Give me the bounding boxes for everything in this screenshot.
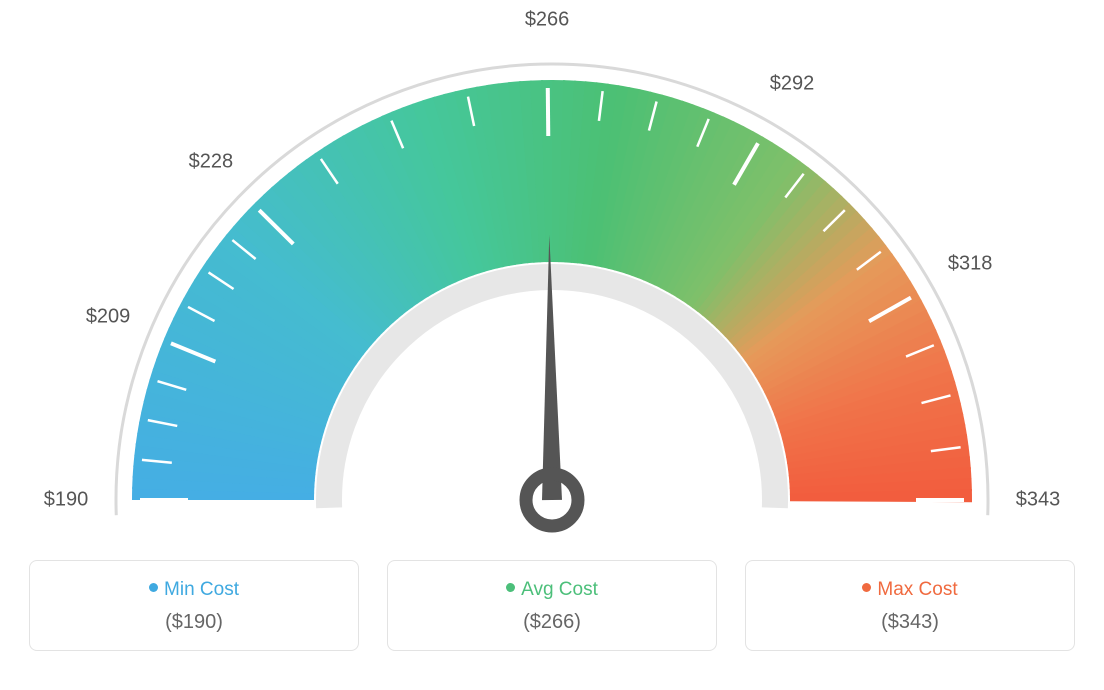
legend-label-max: Max Cost (877, 579, 957, 600)
legend-card-max: Max Cost ($343) (745, 560, 1075, 651)
legend-title-avg: Avg Cost (398, 579, 706, 601)
gauge-tick-label: $190 (44, 489, 89, 512)
legend-label-avg: Avg Cost (521, 579, 598, 600)
gauge-tick-label: $266 (525, 9, 570, 32)
gauge-tick-label: $343 (1016, 489, 1061, 512)
legend-value-min: ($190) (40, 611, 348, 634)
legend-card-min: Min Cost ($190) (29, 560, 359, 651)
legend-value-avg: ($266) (398, 611, 706, 634)
dot-icon (506, 583, 515, 592)
legend-value-max: ($343) (756, 611, 1064, 634)
dot-icon (149, 583, 158, 592)
gauge-tick-label: $318 (948, 253, 993, 276)
legend-label-min: Min Cost (164, 579, 239, 600)
legend-title-max: Max Cost (756, 579, 1064, 601)
gauge-tick-label: $292 (770, 73, 815, 96)
legend-row: Min Cost ($190) Avg Cost ($266) Max Cost… (0, 560, 1104, 651)
gauge-tick-label: $228 (189, 151, 234, 174)
gauge-tick-label: $209 (86, 306, 131, 329)
dot-icon (862, 583, 871, 592)
legend-title-min: Min Cost (40, 579, 348, 601)
legend-card-avg: Avg Cost ($266) (387, 560, 717, 651)
gauge-svg (0, 0, 1104, 560)
gauge-chart: $190 $209 $228 $266 $292 $318 $343 (0, 0, 1104, 560)
